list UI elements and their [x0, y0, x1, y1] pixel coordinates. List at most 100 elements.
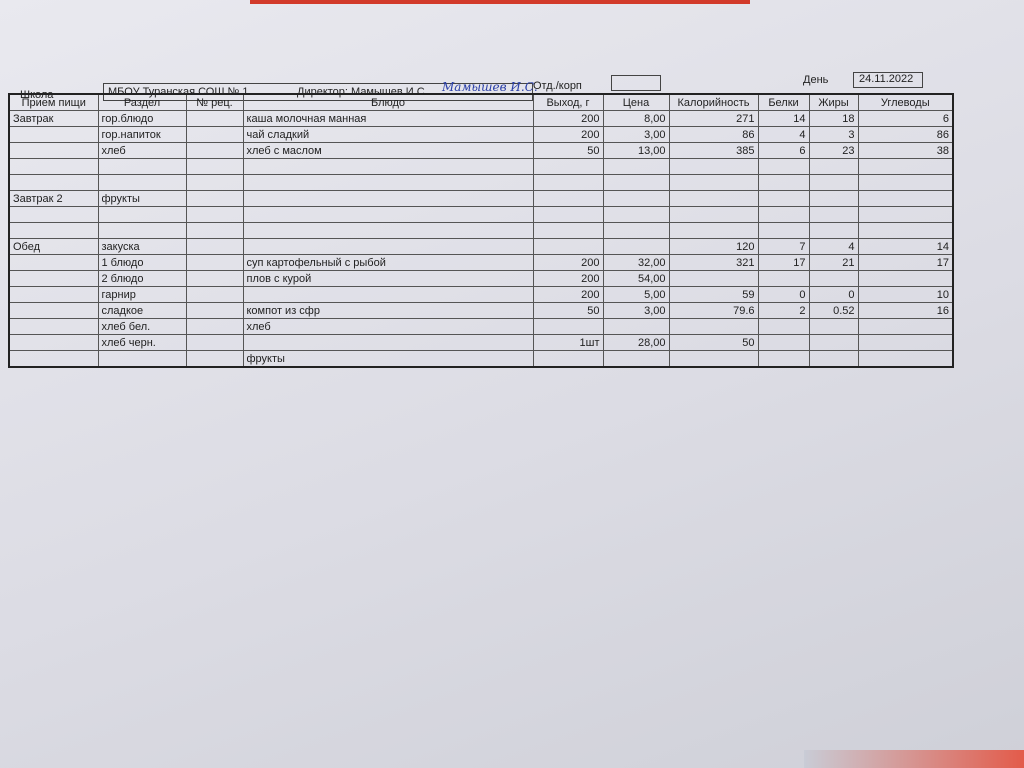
table-cell: плов с курой	[242, 270, 534, 287]
table-cell	[757, 174, 810, 191]
column-header: Цена	[602, 93, 670, 111]
table-cell: 3	[808, 126, 859, 143]
table-cell: 200	[532, 270, 604, 287]
table-cell: 200	[532, 110, 604, 127]
table-cell	[532, 318, 604, 335]
table-row: 1 блюдо суп картофельный с рыбой 200 32,00 3…	[8, 254, 954, 271]
table-cell: 0	[757, 286, 810, 303]
table-cell: 18	[808, 110, 859, 127]
background-corner	[804, 750, 1024, 768]
table-cell	[602, 158, 670, 175]
table-cell	[602, 318, 670, 335]
table-row	[8, 158, 954, 175]
table-cell: гор.блюдо	[97, 110, 187, 127]
table-cell	[185, 302, 244, 319]
table-cell	[185, 286, 244, 303]
table-row: хлеб хлеб с маслом 50 13,00 385 6 23 38	[8, 142, 954, 159]
table-cell: гарнир	[97, 286, 187, 303]
table-cell	[757, 318, 810, 335]
table-cell: хлеб черн.	[97, 334, 187, 351]
table-cell: Завтрак	[8, 110, 99, 127]
table-cell: 8,00	[602, 110, 670, 127]
table-cell	[808, 334, 859, 351]
table-row	[8, 206, 954, 223]
table-row: хлеб бел. хлеб	[8, 318, 954, 335]
table-cell: 200	[532, 254, 604, 271]
table-cell	[757, 158, 810, 175]
table-cell	[532, 174, 604, 191]
table-cell	[857, 190, 954, 207]
table-cell: 50	[532, 142, 604, 159]
table-cell	[602, 238, 670, 255]
table-cell: фрукты	[97, 190, 187, 207]
table-cell: 86	[668, 126, 759, 143]
table-cell: 0.52	[808, 302, 859, 319]
table-cell	[8, 174, 99, 191]
table-cell	[8, 302, 99, 319]
table-cell	[668, 158, 759, 175]
table-cell: 86	[857, 126, 954, 143]
table-cell: 2	[757, 302, 810, 319]
date-box	[853, 72, 923, 88]
table-row	[8, 174, 954, 191]
dept-label: Отд./корп	[533, 80, 582, 92]
table-cell	[8, 142, 99, 159]
table-cell	[808, 350, 859, 368]
table-row: гарнир 200 5,00 59 0 0 10	[8, 286, 954, 303]
table-cell: 59	[668, 286, 759, 303]
table-cell: закуска	[97, 238, 187, 255]
table-cell: 17	[757, 254, 810, 271]
column-header: Белки	[757, 93, 810, 111]
menu-table: Прием пищи Раздел № рец. Блюдо Выход, г Цена К…	[8, 93, 954, 368]
table-cell	[857, 158, 954, 175]
table-cell	[8, 206, 99, 223]
table-cell	[857, 318, 954, 335]
table-cell	[757, 190, 810, 207]
table-cell	[185, 110, 244, 127]
table-cell	[185, 334, 244, 351]
signature: Мамышев И.С.	[442, 80, 538, 94]
table-cell	[97, 222, 187, 239]
header-row: Прием пищи Раздел № рец. Блюдо Выход, г Цена К…	[8, 93, 954, 111]
table-cell: 321	[668, 254, 759, 271]
table-cell: 50	[668, 334, 759, 351]
table-cell	[857, 174, 954, 191]
table-cell	[668, 222, 759, 239]
column-header: № рец.	[185, 93, 244, 111]
table-cell: 54,00	[602, 270, 670, 287]
table-cell: 3,00	[602, 302, 670, 319]
table-cell	[808, 174, 859, 191]
table-cell	[8, 286, 99, 303]
table-cell	[757, 334, 810, 351]
table-cell	[185, 222, 244, 239]
table-cell: 2 блюдо	[97, 270, 187, 287]
table-cell: 6	[757, 142, 810, 159]
table-cell	[808, 158, 859, 175]
table-cell: 200	[532, 126, 604, 143]
column-header: Калорийность	[668, 93, 759, 111]
table-cell: Обед	[8, 238, 99, 255]
table-cell	[185, 126, 244, 143]
table-cell	[668, 270, 759, 287]
table-cell	[242, 238, 534, 255]
table-cell	[242, 286, 534, 303]
table-cell	[808, 318, 859, 335]
table-cell	[668, 318, 759, 335]
table-cell	[602, 174, 670, 191]
table-cell	[185, 158, 244, 175]
table-cell	[185, 318, 244, 335]
table-cell	[185, 142, 244, 159]
table-cell: каша молочная манная	[242, 110, 534, 127]
table-cell: 28,00	[602, 334, 670, 351]
table-cell: 23	[808, 142, 859, 159]
table-cell: 7	[757, 238, 810, 255]
table-row: Обед закуска 120 7 4 14	[8, 238, 954, 255]
table-cell: 1 блюдо	[97, 254, 187, 271]
table-cell	[8, 270, 99, 287]
table-cell	[857, 350, 954, 368]
table-cell: суп картофельный с рыбой	[242, 254, 534, 271]
table-cell	[185, 350, 244, 368]
table-cell	[8, 318, 99, 335]
table-cell: 14	[857, 238, 954, 255]
